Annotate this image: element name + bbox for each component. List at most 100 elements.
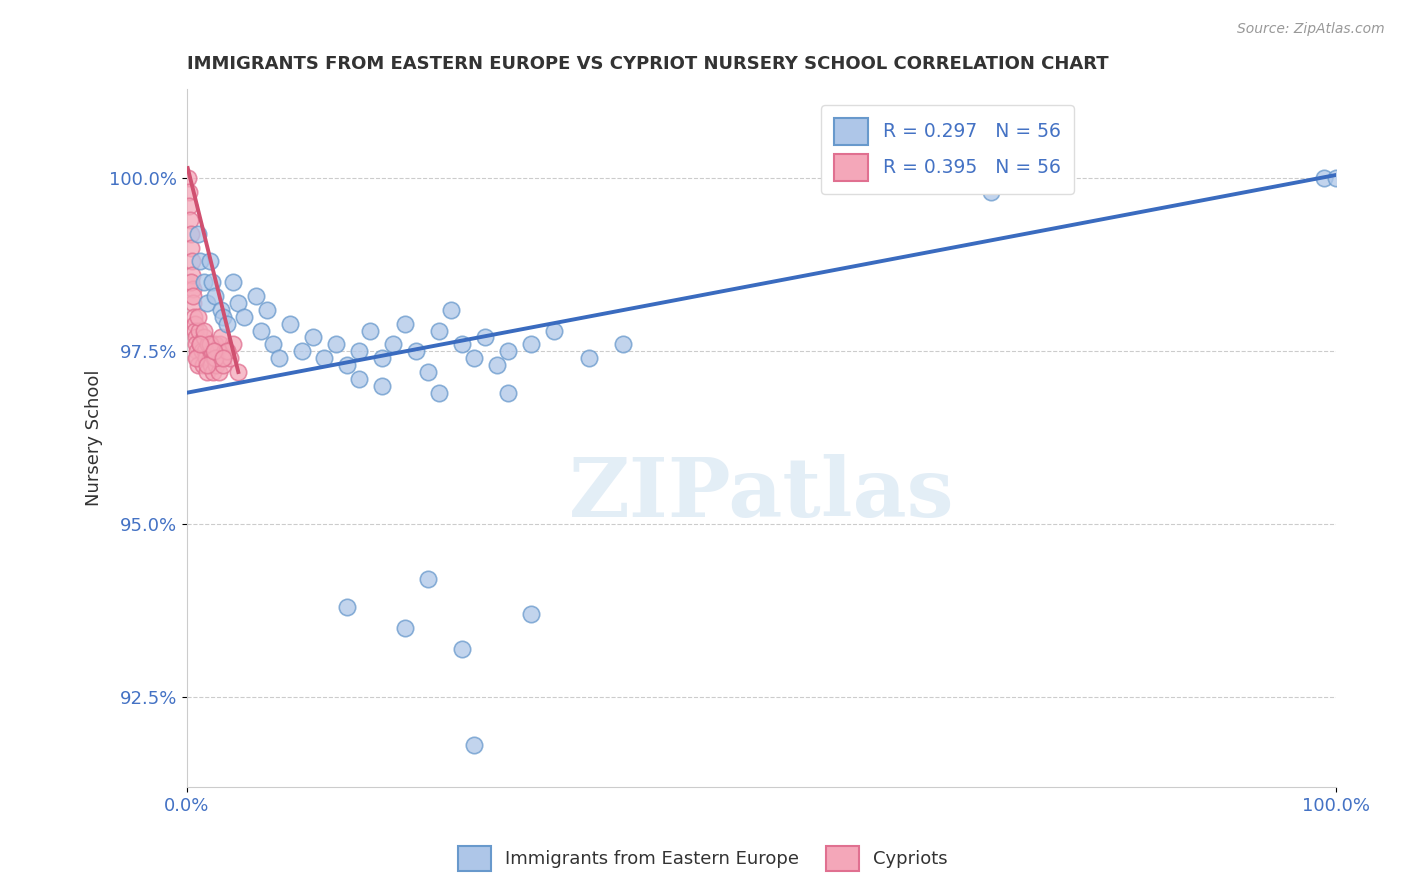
Point (195, 351, 218, 366)
Point (190, 254, 212, 268)
Point (190, 337, 212, 351)
Point (183, 296, 205, 310)
Point (187, 227, 209, 241)
Point (325, 337, 347, 351)
Point (209, 351, 232, 366)
Point (181, 282, 204, 296)
Point (416, 365, 439, 379)
Point (980, 186, 1002, 200)
Point (485, 358, 508, 372)
Point (187, 358, 209, 372)
Point (371, 379, 394, 393)
Point (198, 351, 221, 366)
Point (180, 275, 202, 289)
Point (498, 385, 520, 400)
Point (212, 351, 235, 366)
Point (186, 351, 208, 366)
Point (177, 171, 200, 186)
Point (520, 337, 543, 351)
Point (198, 254, 221, 268)
Point (195, 358, 218, 372)
Point (193, 275, 215, 289)
Point (394, 317, 416, 331)
Point (382, 337, 405, 351)
Point (429, 324, 451, 338)
Point (405, 344, 427, 359)
Legend: R = 0.297   N = 56, R = 0.395   N = 56: R = 0.297 N = 56, R = 0.395 N = 56 (821, 105, 1074, 194)
Point (416, 573, 439, 587)
Point (278, 317, 301, 331)
Point (204, 337, 226, 351)
Point (207, 344, 229, 359)
Point (177, 186, 200, 200)
Point (221, 275, 243, 289)
Point (463, 351, 485, 366)
Point (180, 241, 202, 255)
Point (250, 324, 273, 338)
Point (208, 337, 231, 351)
Point (180, 254, 202, 268)
Point (212, 310, 235, 324)
Text: IMMIGRANTS FROM EASTERN EUROPE VS CYPRIOT NURSERY SCHOOL CORRELATION CHART: IMMIGRANTS FROM EASTERN EUROPE VS CYPRIO… (187, 55, 1108, 73)
Point (474, 330, 496, 344)
Point (201, 344, 224, 359)
Point (267, 351, 290, 366)
Point (184, 324, 207, 338)
Point (226, 296, 249, 310)
Point (215, 317, 238, 331)
Point (451, 641, 474, 656)
Point (193, 330, 215, 344)
Y-axis label: Nursery School: Nursery School (86, 369, 103, 506)
Point (209, 302, 232, 317)
Point (1324, 171, 1347, 186)
Point (463, 739, 485, 753)
Point (183, 289, 205, 303)
Point (198, 337, 221, 351)
Point (179, 199, 201, 213)
Point (201, 275, 224, 289)
Point (186, 337, 208, 351)
Point (256, 302, 278, 317)
Point (302, 330, 325, 344)
Point (612, 337, 634, 351)
Point (520, 607, 543, 621)
Point (202, 351, 225, 366)
Point (233, 310, 256, 324)
Point (181, 268, 204, 283)
Point (195, 296, 218, 310)
Point (221, 337, 243, 351)
Point (204, 351, 226, 366)
Point (200, 358, 222, 372)
Point (183, 317, 205, 331)
Point (371, 351, 394, 366)
Point (498, 344, 520, 359)
Point (202, 344, 225, 359)
Point (219, 351, 242, 366)
Point (347, 344, 370, 359)
Point (336, 600, 359, 615)
Point (359, 324, 381, 338)
Point (451, 337, 474, 351)
Point (183, 310, 205, 324)
Text: ZIPatlas: ZIPatlas (568, 453, 955, 533)
Point (1313, 171, 1336, 186)
Point (215, 344, 238, 359)
Legend: Immigrants from Eastern Europe, Cypriots: Immigrants from Eastern Europe, Cypriots (451, 838, 955, 879)
Point (205, 358, 228, 372)
Point (194, 344, 217, 359)
Point (190, 337, 212, 351)
Point (184, 351, 207, 366)
Point (394, 621, 416, 635)
Point (543, 324, 565, 338)
Point (1002, 171, 1025, 186)
Point (209, 330, 232, 344)
Point (179, 213, 201, 227)
Point (215, 344, 238, 359)
Point (314, 351, 336, 366)
Point (186, 344, 208, 359)
Point (180, 227, 202, 241)
Point (204, 289, 226, 303)
Text: Source: ZipAtlas.com: Source: ZipAtlas.com (1237, 22, 1385, 37)
Point (245, 289, 267, 303)
Point (578, 351, 600, 366)
